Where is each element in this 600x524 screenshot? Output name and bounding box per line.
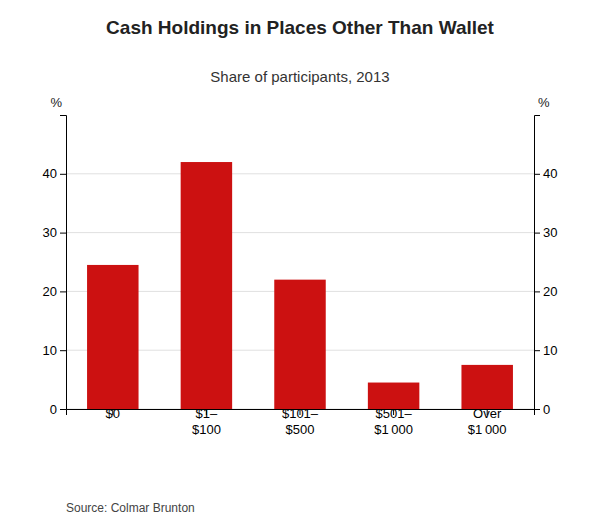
tick-label: 30 xyxy=(43,225,57,240)
tick-label: 10 xyxy=(43,343,57,358)
tick-label-line: $1 000 xyxy=(468,422,507,437)
tick: 20 xyxy=(43,284,66,299)
plot-area xyxy=(87,162,513,409)
tick: 0 xyxy=(50,402,66,417)
grid-line xyxy=(66,232,534,233)
subtitle: Share of participants, 2013 xyxy=(210,68,389,85)
tick-label: $501–$1 000 xyxy=(374,406,413,437)
tick-label-line: $500 xyxy=(286,422,315,437)
tick-label-line: $1 000 xyxy=(374,422,413,437)
tick-mark xyxy=(60,350,66,351)
bar xyxy=(87,265,138,409)
tick-label: 20 xyxy=(43,284,57,299)
tick: 10 xyxy=(534,343,557,358)
tick-label: 10 xyxy=(543,343,557,358)
tick-mark xyxy=(60,174,66,175)
grid xyxy=(66,174,534,409)
tick-mark xyxy=(60,233,66,234)
tick-label: Over$1 000 xyxy=(468,406,507,437)
tick: 40 xyxy=(43,166,66,181)
chart-container: Cash Holdings in Places Other Than Walle… xyxy=(0,0,600,524)
x-axis: $0$1–$100$101–$500$501–$1 000Over$1 000 xyxy=(67,406,535,437)
tick: 0 xyxy=(534,402,550,417)
tick-label: $1–$100 xyxy=(192,406,221,437)
tick-mark xyxy=(60,291,66,292)
tick-mark xyxy=(534,291,540,292)
tick-label: 20 xyxy=(543,284,557,299)
tick-label-line: $0 xyxy=(106,406,120,421)
tick: 10 xyxy=(43,343,66,358)
tick-label: 40 xyxy=(43,166,57,181)
tick: 40 xyxy=(534,166,557,181)
tick-label-line: $501– xyxy=(376,406,413,421)
tick-label: 0 xyxy=(50,402,57,417)
tick: $0 xyxy=(106,406,120,421)
tick-mark xyxy=(534,350,540,351)
tick-label-line: $101– xyxy=(282,406,319,421)
tick-label-line: $1– xyxy=(196,406,218,421)
tick: $1–$100 xyxy=(192,406,221,437)
tick: $501–$1 000 xyxy=(374,406,413,437)
tick-label: 30 xyxy=(543,225,557,240)
axis-line xyxy=(60,116,67,410)
tick-mark xyxy=(60,409,66,410)
tick: 30 xyxy=(534,225,557,240)
tick: $101–$500 xyxy=(282,406,319,437)
chart-svg: Cash Holdings in Places Other Than Walle… xyxy=(0,0,600,524)
bar xyxy=(181,162,232,409)
y2-axis: 0 10 20 30 40 xyxy=(534,116,557,417)
y-axis: 0 10 20 30 40 xyxy=(43,116,67,417)
tick: 30 xyxy=(43,225,66,240)
tick: 20 xyxy=(534,284,557,299)
tick-mark xyxy=(534,233,540,234)
bar xyxy=(274,280,325,409)
title: Cash Holdings in Places Other Than Walle… xyxy=(106,17,494,38)
axis-line xyxy=(535,116,541,410)
tick-label-line: $100 xyxy=(192,422,221,437)
y-axis-label: % xyxy=(50,95,62,110)
bar xyxy=(461,365,512,409)
grid-line xyxy=(66,173,534,174)
tick-label: 0 xyxy=(543,402,550,417)
tick-label: $0 xyxy=(106,406,120,421)
tick-label-line: Over xyxy=(473,406,502,421)
tick-label: 40 xyxy=(543,166,557,181)
source: Source: Colmar Brunton xyxy=(66,501,195,515)
tick-label: $101–$500 xyxy=(282,406,319,437)
tick: Over$1 000 xyxy=(468,406,507,437)
tick-mark xyxy=(534,174,540,175)
y2-axis-label: % xyxy=(538,95,550,110)
